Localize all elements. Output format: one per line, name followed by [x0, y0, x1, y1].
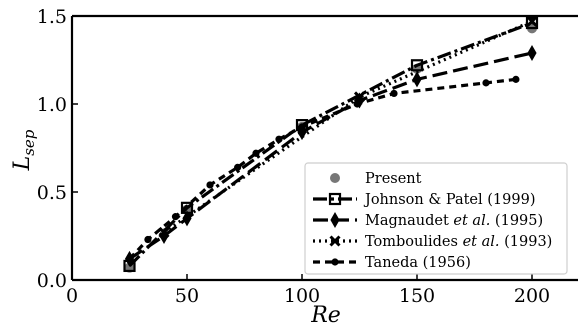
series-1-line — [128, 21, 533, 268]
legend-marker-2 — [330, 211, 340, 229]
series-4-point-5 — [252, 149, 260, 157]
series-3-point-1-stroke-b — [353, 91, 366, 103]
series-4-point-2 — [171, 213, 180, 221]
y-axis-label-main: L — [10, 156, 35, 172]
x-tick-label-0: 0 — [66, 285, 78, 307]
series-3-point-2-stroke-b — [526, 15, 538, 27]
legend-marker-0 — [330, 173, 340, 183]
legend-box — [304, 162, 568, 275]
series-3-line — [163, 19, 533, 234]
y-tick-label-3: 1.5 — [37, 6, 67, 28]
legend-marker-3 — [329, 235, 341, 247]
x-tick-label-2: 100 — [284, 285, 320, 307]
series-3-point-0 — [158, 226, 170, 239]
legend: Present Johnson & Patel (1999) Magnaudet e… — [304, 162, 568, 275]
series-3-point-0-stroke-b — [158, 226, 170, 239]
series-4-point-6 — [275, 135, 283, 143]
x-tick-label-4: 200 — [514, 285, 550, 307]
series-4-point-1 — [144, 235, 152, 244]
legend-entry-0: Present — [330, 171, 422, 187]
y-axis-label-sub: sep — [20, 129, 38, 156]
series-4-point-4 — [234, 163, 242, 171]
x-tick-label-3: 150 — [399, 285, 435, 307]
series-4-point-11 — [512, 75, 520, 83]
series-2-point-6 — [527, 44, 537, 61]
plot-area — [123, 15, 539, 273]
series-4-point-3 — [206, 181, 214, 189]
axes: 0 50 100 150 200 0.0 0.5 1.0 1.5 — [37, 6, 578, 307]
series-4-point-9 — [390, 89, 398, 98]
y-tick-label-1: 0.5 — [37, 182, 67, 204]
legend-entry-2: Magnaudet et al. (1995) — [313, 211, 543, 229]
legend-entry-4: Taneda (1956) — [313, 255, 471, 271]
series-3-point-2 — [526, 15, 538, 27]
series-2-point-5 — [412, 71, 422, 88]
legend-label-3: Tomboulides et al. (1993) — [365, 234, 552, 250]
legend-marker-3-stroke-b — [329, 235, 341, 247]
x-axis-label: Re — [310, 303, 341, 328]
series-3 — [158, 15, 538, 239]
series-4 — [125, 75, 520, 263]
legend-label-0: Present — [365, 171, 422, 187]
series-4-point-10 — [482, 79, 490, 87]
series-4-point-7 — [298, 123, 306, 131]
legend-marker-1 — [328, 192, 342, 206]
x-tick-label-1: 50 — [175, 285, 199, 307]
y-axis-label: Lsep — [10, 129, 38, 171]
legend-marker-4 — [331, 258, 339, 266]
legend-entry-1: Johnson & Patel (1999) — [313, 192, 535, 208]
legend-entry-3: Tomboulides et al. (1993) — [313, 234, 552, 250]
legend-label-4: Taneda (1956) — [365, 255, 471, 271]
y-tick-label-0: 0.0 — [37, 270, 67, 292]
legend-label-1: Johnson & Patel (1999) — [363, 192, 535, 208]
series-3-point-1 — [353, 91, 366, 103]
y-tick-label-2: 1.0 — [37, 94, 67, 116]
legend-label-2: Magnaudet et al. (1995) — [365, 213, 543, 229]
series-4-point-8 — [353, 100, 361, 108]
series-4-point-0 — [125, 255, 134, 263]
